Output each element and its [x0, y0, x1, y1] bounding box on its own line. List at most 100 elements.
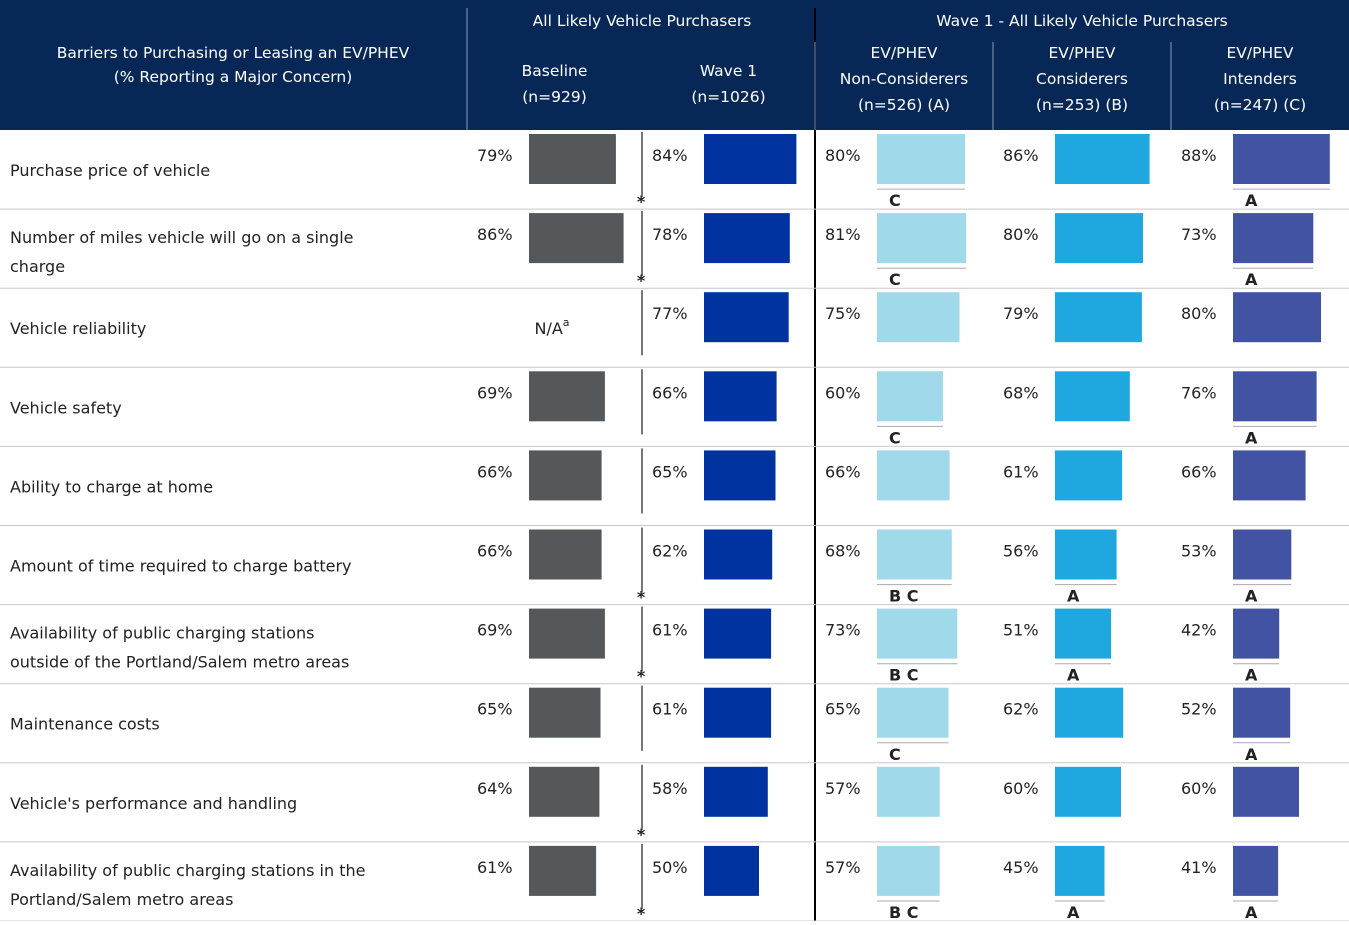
significance-letter: A	[1245, 903, 1258, 921]
row-label: Vehicle reliability	[10, 319, 146, 338]
bar	[877, 529, 952, 580]
value-label: 62%	[652, 542, 688, 561]
value-label: 61%	[1003, 462, 1039, 481]
column-header: Baseline	[522, 62, 588, 80]
bar	[1055, 213, 1143, 264]
bar	[1055, 529, 1117, 580]
row-label: Ability to charge at home	[10, 477, 213, 496]
value-label: 79%	[477, 146, 513, 165]
bar	[1055, 687, 1124, 738]
row-label: Maintenance costs	[10, 715, 160, 734]
value-label: 69%	[477, 621, 513, 640]
bar	[1055, 134, 1150, 184]
bar	[529, 766, 600, 817]
bar	[1233, 766, 1299, 817]
value-label: 80%	[1181, 304, 1217, 323]
row-label: Vehicle safety	[10, 398, 122, 417]
value-label: 42%	[1181, 621, 1217, 640]
column-header: EV/PHEV	[1048, 44, 1115, 62]
value-label: 80%	[825, 146, 861, 165]
value-label: 53%	[1181, 542, 1217, 561]
bar	[704, 687, 772, 738]
value-label: 50%	[652, 858, 688, 877]
significance-letter: C	[889, 270, 901, 289]
row-label: Number of miles vehicle will go on a sin…	[10, 228, 354, 247]
bar	[704, 371, 777, 422]
value-label: 81%	[825, 225, 861, 244]
bar	[877, 845, 940, 896]
value-label: 61%	[652, 621, 688, 640]
value-label: 57%	[825, 779, 861, 798]
value-label: 80%	[1003, 225, 1039, 244]
significance-star: *	[637, 588, 646, 607]
na-label: N/Aa	[534, 316, 569, 338]
bar	[1233, 213, 1314, 264]
value-label: 51%	[1003, 621, 1039, 640]
value-label: 69%	[477, 383, 513, 402]
bar	[529, 134, 616, 184]
value-label: 86%	[477, 225, 513, 244]
column-header: (n=526) (A)	[858, 96, 950, 114]
bar	[1055, 371, 1130, 422]
value-label: 66%	[825, 462, 861, 481]
bar	[704, 213, 790, 264]
value-label: 60%	[1003, 779, 1039, 798]
value-label: 66%	[477, 542, 513, 561]
column-header: Wave 1	[700, 62, 757, 80]
significance-letter: A	[1067, 666, 1080, 685]
bar	[1055, 608, 1112, 659]
value-label: 56%	[1003, 542, 1039, 561]
bar	[877, 687, 949, 738]
value-label: 60%	[825, 383, 861, 402]
value-label: 86%	[1003, 146, 1039, 165]
value-label: 52%	[1181, 700, 1217, 719]
bar	[1055, 450, 1123, 501]
bar	[1233, 845, 1279, 896]
bar	[877, 450, 950, 501]
bar	[704, 292, 789, 343]
header-bg	[0, 0, 1349, 130]
significance-star: *	[637, 192, 646, 211]
row-label: Availability of public charging stations…	[10, 861, 365, 880]
bar	[1233, 529, 1292, 580]
value-label: 73%	[825, 621, 861, 640]
bar	[704, 529, 773, 580]
bar	[1233, 371, 1317, 422]
significance-letter: A	[1245, 191, 1258, 210]
bar	[877, 371, 943, 422]
bar	[1055, 766, 1121, 817]
significance-letter: A	[1067, 903, 1080, 921]
column-header: (n=247) (C)	[1214, 96, 1306, 114]
value-label: 65%	[825, 700, 861, 719]
header-title: Barriers to Purchasing or Leasing an EV/…	[57, 44, 410, 62]
value-label: 66%	[477, 462, 513, 481]
significance-star: *	[637, 667, 646, 686]
bar	[877, 608, 958, 659]
bar	[1233, 687, 1291, 738]
row-label: outside of the Portland/Salem metro area…	[10, 653, 349, 672]
bar	[877, 292, 960, 343]
value-label: 45%	[1003, 858, 1039, 877]
value-label: 61%	[652, 700, 688, 719]
value-label: 66%	[652, 383, 688, 402]
na-note: a	[563, 316, 570, 329]
value-label: 64%	[477, 779, 513, 798]
value-label: 65%	[652, 462, 688, 481]
significance-letter: A	[1245, 666, 1258, 685]
value-label: 88%	[1181, 146, 1217, 165]
significance-star: *	[637, 904, 646, 921]
significance-letter: A	[1245, 428, 1258, 447]
bar	[529, 687, 601, 738]
column-header: (n=1026)	[691, 88, 765, 106]
bar	[529, 529, 602, 580]
significance-letter: A	[1245, 587, 1258, 606]
column-header: (n=929)	[522, 88, 587, 106]
column-header: (n=253) (B)	[1036, 96, 1128, 114]
value-label: 75%	[825, 304, 861, 323]
significance-star: *	[637, 825, 646, 844]
significance-letter: C	[889, 745, 901, 764]
significance-letter: A	[1245, 745, 1258, 764]
row-label: Vehicle's performance and handling	[10, 794, 297, 813]
value-label: 79%	[1003, 304, 1039, 323]
